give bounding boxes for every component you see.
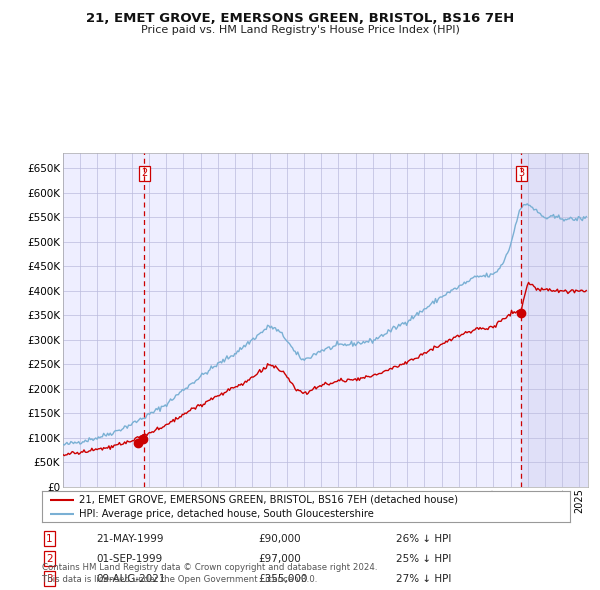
Text: 21-MAY-1999: 21-MAY-1999: [96, 534, 163, 543]
Text: 3: 3: [46, 574, 53, 584]
Text: 27% ↓ HPI: 27% ↓ HPI: [396, 574, 451, 584]
Text: 1: 1: [46, 534, 53, 543]
Text: Price paid vs. HM Land Registry's House Price Index (HPI): Price paid vs. HM Land Registry's House …: [140, 25, 460, 35]
Bar: [521, 153, 588, 487]
Text: 3: 3: [518, 168, 524, 178]
Text: 2: 2: [46, 554, 53, 563]
Text: £355,000: £355,000: [258, 574, 307, 584]
Text: 01-SEP-1999: 01-SEP-1999: [96, 554, 162, 563]
Text: 21, EMET GROVE, EMERSONS GREEN, BRISTOL, BS16 7EH: 21, EMET GROVE, EMERSONS GREEN, BRISTOL,…: [86, 12, 514, 25]
Text: 25% ↓ HPI: 25% ↓ HPI: [396, 554, 451, 563]
Text: 09-AUG-2021: 09-AUG-2021: [96, 574, 166, 584]
Text: £90,000: £90,000: [258, 534, 301, 543]
Text: Contains HM Land Registry data © Crown copyright and database right 2024.
This d: Contains HM Land Registry data © Crown c…: [42, 563, 377, 584]
Text: £97,000: £97,000: [258, 554, 301, 563]
Text: 2: 2: [141, 168, 148, 178]
Text: 26% ↓ HPI: 26% ↓ HPI: [396, 534, 451, 543]
Text: 21, EMET GROVE, EMERSONS GREEN, BRISTOL, BS16 7EH (detached house): 21, EMET GROVE, EMERSONS GREEN, BRISTOL,…: [79, 495, 458, 505]
Text: HPI: Average price, detached house, South Gloucestershire: HPI: Average price, detached house, Sout…: [79, 509, 374, 519]
